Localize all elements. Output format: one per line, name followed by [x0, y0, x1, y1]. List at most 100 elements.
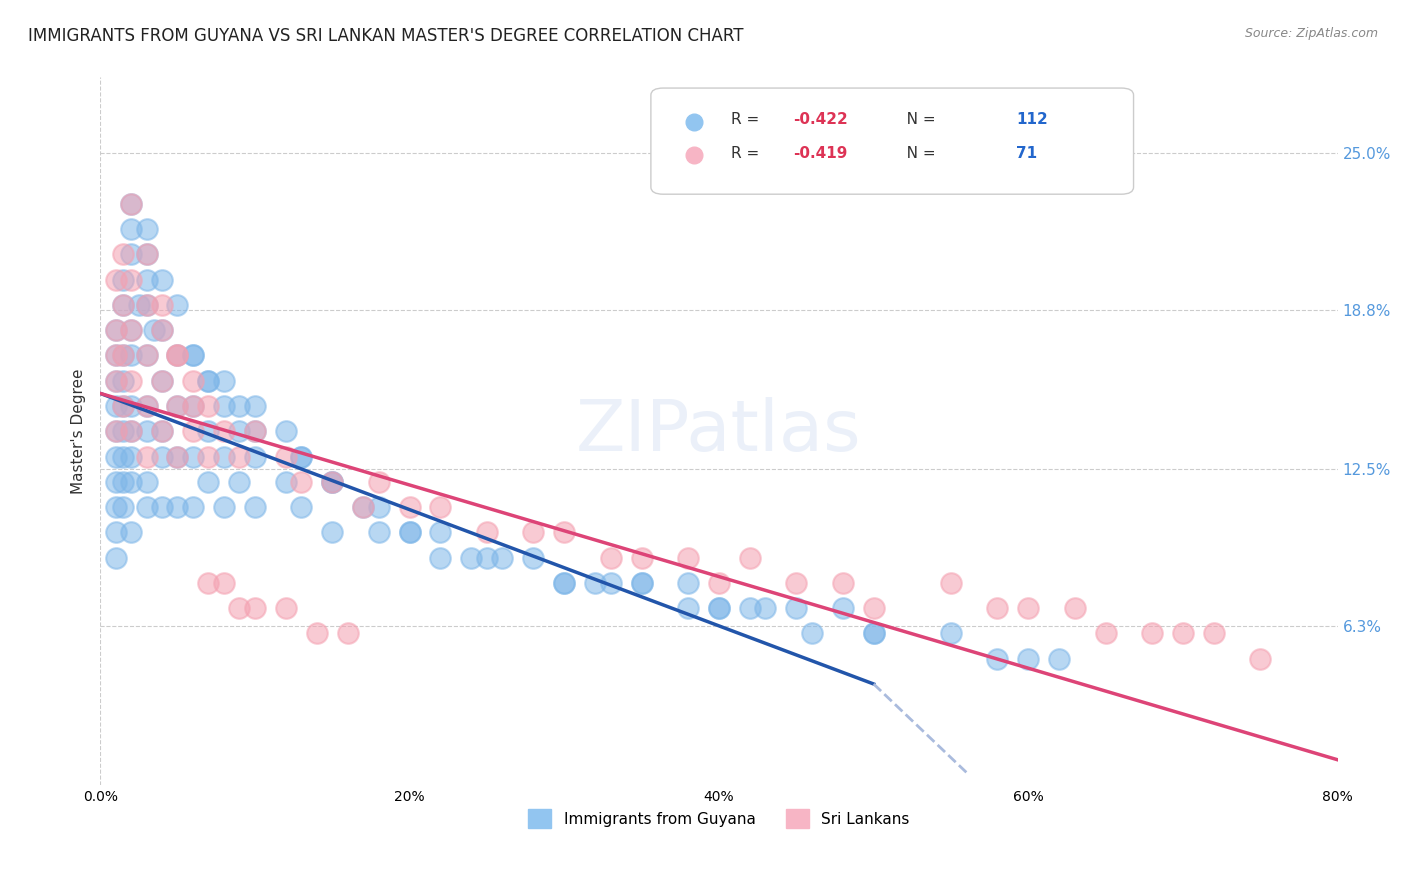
Point [150, 323, 173, 337]
Point [738, 550, 761, 565]
Point [112, 348, 135, 362]
Y-axis label: Master's Degree: Master's Degree [72, 368, 86, 494]
Point [321, 475, 343, 489]
Point [143, 323, 166, 337]
Point [104, 272, 127, 286]
Point [398, 525, 420, 540]
Point [785, 575, 807, 590]
Point [104, 323, 127, 337]
Point [104, 323, 127, 337]
Point [150, 323, 173, 337]
Text: 71: 71 [1017, 145, 1038, 161]
FancyBboxPatch shape [651, 88, 1133, 194]
Point [676, 601, 699, 615]
Point [150, 374, 173, 388]
Point [166, 399, 188, 413]
Text: Source: ZipAtlas.com: Source: ZipAtlas.com [1244, 27, 1378, 40]
Point [104, 525, 127, 540]
Point [676, 575, 699, 590]
Point [522, 525, 544, 540]
Point [228, 475, 250, 489]
Point [197, 475, 219, 489]
Point [150, 374, 173, 388]
Point [630, 575, 652, 590]
Point [166, 348, 188, 362]
Point [150, 424, 173, 438]
Point [290, 450, 312, 464]
Point [104, 550, 127, 565]
Point [197, 450, 219, 464]
Point [1249, 651, 1271, 665]
Point [135, 450, 157, 464]
Point [150, 272, 173, 286]
Point [120, 272, 142, 286]
Point [166, 348, 188, 362]
Point [429, 500, 451, 514]
Point [135, 247, 157, 261]
Point [104, 348, 127, 362]
Point [135, 475, 157, 489]
Point [120, 348, 142, 362]
Point [120, 323, 142, 337]
Point [120, 247, 142, 261]
Point [367, 475, 389, 489]
Point [305, 626, 328, 640]
Point [599, 550, 621, 565]
Point [274, 601, 297, 615]
Point [135, 298, 157, 312]
Point [112, 450, 135, 464]
Point [522, 550, 544, 565]
Point [112, 298, 135, 312]
Text: IMMIGRANTS FROM GUYANA VS SRI LANKAN MASTER'S DEGREE CORRELATION CHART: IMMIGRANTS FROM GUYANA VS SRI LANKAN MAS… [28, 27, 744, 45]
Point [367, 500, 389, 514]
Point [135, 222, 157, 236]
Point [352, 500, 374, 514]
Point [181, 500, 204, 514]
Point [104, 424, 127, 438]
Point [228, 601, 250, 615]
Point [553, 575, 575, 590]
Point [367, 525, 389, 540]
Point [676, 550, 699, 565]
Point [112, 298, 135, 312]
Point [120, 374, 142, 388]
Point [150, 500, 173, 514]
Point [104, 399, 127, 413]
Point [599, 575, 621, 590]
Point [1017, 601, 1039, 615]
Point [243, 450, 266, 464]
Point [707, 601, 730, 615]
Point [986, 601, 1008, 615]
Point [181, 399, 204, 413]
Text: R =: R = [731, 112, 765, 128]
Point [135, 298, 157, 312]
Point [104, 348, 127, 362]
Point [120, 525, 142, 540]
Point [785, 601, 807, 615]
Point [212, 424, 235, 438]
Point [181, 399, 204, 413]
Point [707, 575, 730, 590]
Point [939, 575, 962, 590]
Point [1202, 626, 1225, 640]
Point [120, 475, 142, 489]
Point [212, 450, 235, 464]
Point [120, 399, 142, 413]
Point [460, 550, 482, 565]
Point [212, 575, 235, 590]
Point [290, 475, 312, 489]
Point [181, 348, 204, 362]
Legend: Immigrants from Guyana, Sri Lankans: Immigrants from Guyana, Sri Lankans [522, 803, 915, 834]
Point [630, 550, 652, 565]
Point [939, 626, 962, 640]
Point [1094, 626, 1116, 640]
Point [104, 374, 127, 388]
Point [120, 450, 142, 464]
Point [1171, 626, 1194, 640]
Point [128, 298, 150, 312]
Point [197, 575, 219, 590]
Point [120, 424, 142, 438]
Point [112, 348, 135, 362]
Point [135, 424, 157, 438]
Point [112, 399, 135, 413]
